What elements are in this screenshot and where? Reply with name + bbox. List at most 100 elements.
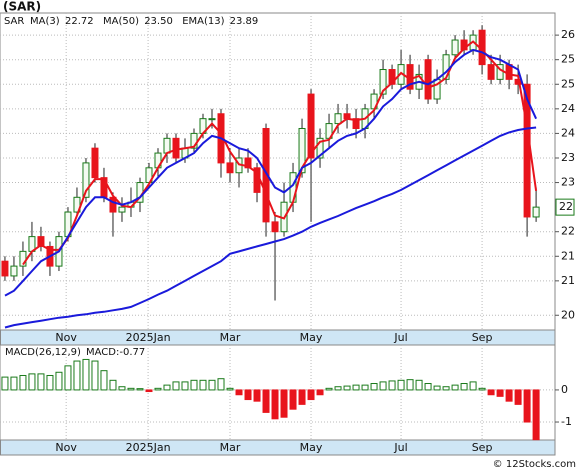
- candle-body: [109, 196, 117, 213]
- macd-bar: [334, 386, 342, 391]
- macd-bar: [244, 389, 252, 401]
- macd-bar: [424, 383, 432, 391]
- line-series: [4, 48, 538, 297]
- last-price-label: 22: [559, 200, 573, 213]
- macd-bar: [352, 384, 360, 391]
- candle-body: [226, 162, 234, 174]
- y-tick-label: 24: [561, 102, 575, 115]
- y-tick-label: 25: [561, 53, 575, 66]
- macd-bar: [415, 379, 423, 391]
- macd-bar: [181, 381, 189, 391]
- macd-bar: [1, 376, 9, 391]
- macd-bar: [145, 389, 153, 393]
- legend-value: 23.50: [144, 16, 173, 27]
- legend-name: MA(50): [103, 16, 139, 27]
- candle-body: [442, 54, 450, 80]
- x-axis-strip: [0, 439, 556, 456]
- x-tick-label: 2025Jan: [126, 441, 171, 454]
- macd-bar: [325, 387, 333, 391]
- x-tick-label: Nov: [55, 441, 77, 454]
- macd-value: MACD:-0.77: [86, 347, 145, 358]
- macd-bar: [82, 358, 90, 391]
- candle-body: [334, 113, 342, 125]
- candle-body: [208, 118, 216, 121]
- candle-body: [91, 147, 99, 179]
- macd-bar: [532, 389, 540, 441]
- macd-bar: [199, 379, 207, 391]
- macd-bar: [496, 389, 504, 397]
- y-tick-label: 23: [561, 176, 575, 189]
- macd-bar: [478, 387, 486, 391]
- candle-body: [424, 59, 432, 100]
- macd-bar: [91, 360, 99, 391]
- candle-body: [244, 157, 252, 169]
- macd-bar: [280, 389, 288, 418]
- macd-bar: [271, 389, 279, 420]
- candle-body: [118, 206, 126, 213]
- macd-bar: [136, 388, 144, 391]
- macd-bar: [253, 389, 261, 402]
- macd-bar: [505, 389, 513, 402]
- macd-bar: [442, 386, 450, 391]
- macd-bar: [100, 370, 108, 391]
- macd-bar: [379, 381, 387, 391]
- x-tick-label: Mar: [220, 441, 241, 454]
- macd-bar: [154, 387, 162, 391]
- macd-bar: [397, 379, 405, 391]
- macd-bar: [361, 384, 369, 391]
- macd-bar: [226, 387, 234, 391]
- macd-bar: [19, 374, 27, 391]
- macd-bar: [262, 389, 270, 413]
- x-tick-label: Nov: [55, 331, 77, 344]
- macd-bar: [109, 379, 117, 391]
- candle-body: [37, 236, 45, 247]
- macd-bar: [217, 378, 225, 391]
- candle-body: [163, 137, 171, 154]
- candle-body: [10, 265, 18, 277]
- y-tick-label: 0: [561, 383, 568, 396]
- candle-body: [451, 39, 459, 56]
- macd-bar: [28, 373, 36, 391]
- y-tick-label: 20: [561, 308, 575, 321]
- legend-value: 23.89: [230, 16, 259, 27]
- y-tick-label: 24: [561, 126, 575, 139]
- y-tick-label: 26: [561, 28, 575, 41]
- candle-body: [352, 118, 360, 129]
- macd-bar: [487, 389, 495, 396]
- x-tick-label: Mar: [220, 331, 241, 344]
- candle-body: [82, 162, 90, 198]
- x-tick-label: Jul: [393, 441, 407, 454]
- y-tick-label: -1: [561, 415, 572, 428]
- macd-bar: [208, 379, 216, 391]
- x-tick-label: Sep: [472, 331, 493, 344]
- x-tick-label: Jul: [393, 331, 407, 344]
- candle-body: [271, 221, 279, 233]
- macd-bar: [316, 389, 324, 396]
- candle-body: [307, 93, 315, 159]
- macd-bar: [433, 385, 441, 391]
- macd-bar: [469, 381, 477, 391]
- candle-body: [262, 127, 270, 223]
- macd-bar: [46, 374, 54, 391]
- macd-bar: [235, 389, 243, 396]
- candle-body: [172, 137, 180, 159]
- macd-bar: [172, 381, 180, 391]
- macd-bar: [514, 389, 522, 405]
- macd-label: MACD(26,12,9): [5, 347, 81, 358]
- legend-symbol: SAR: [4, 16, 24, 27]
- candle-body: [1, 260, 9, 277]
- macd-bar: [55, 371, 63, 391]
- macd-bar: [523, 389, 531, 423]
- y-tick-label: 21: [561, 249, 575, 262]
- legend-name: MA(3): [30, 16, 60, 27]
- macd-bar: [73, 360, 81, 391]
- x-tick-label: 2025Jan: [126, 331, 171, 344]
- macd-bar: [163, 384, 171, 391]
- footer: © 12Stocks.com: [493, 459, 576, 470]
- macd-bar: [343, 385, 351, 391]
- macd-bar: [289, 389, 297, 410]
- macd-bar: [451, 384, 459, 391]
- line-series: [4, 126, 537, 329]
- candle-body: [388, 69, 396, 85]
